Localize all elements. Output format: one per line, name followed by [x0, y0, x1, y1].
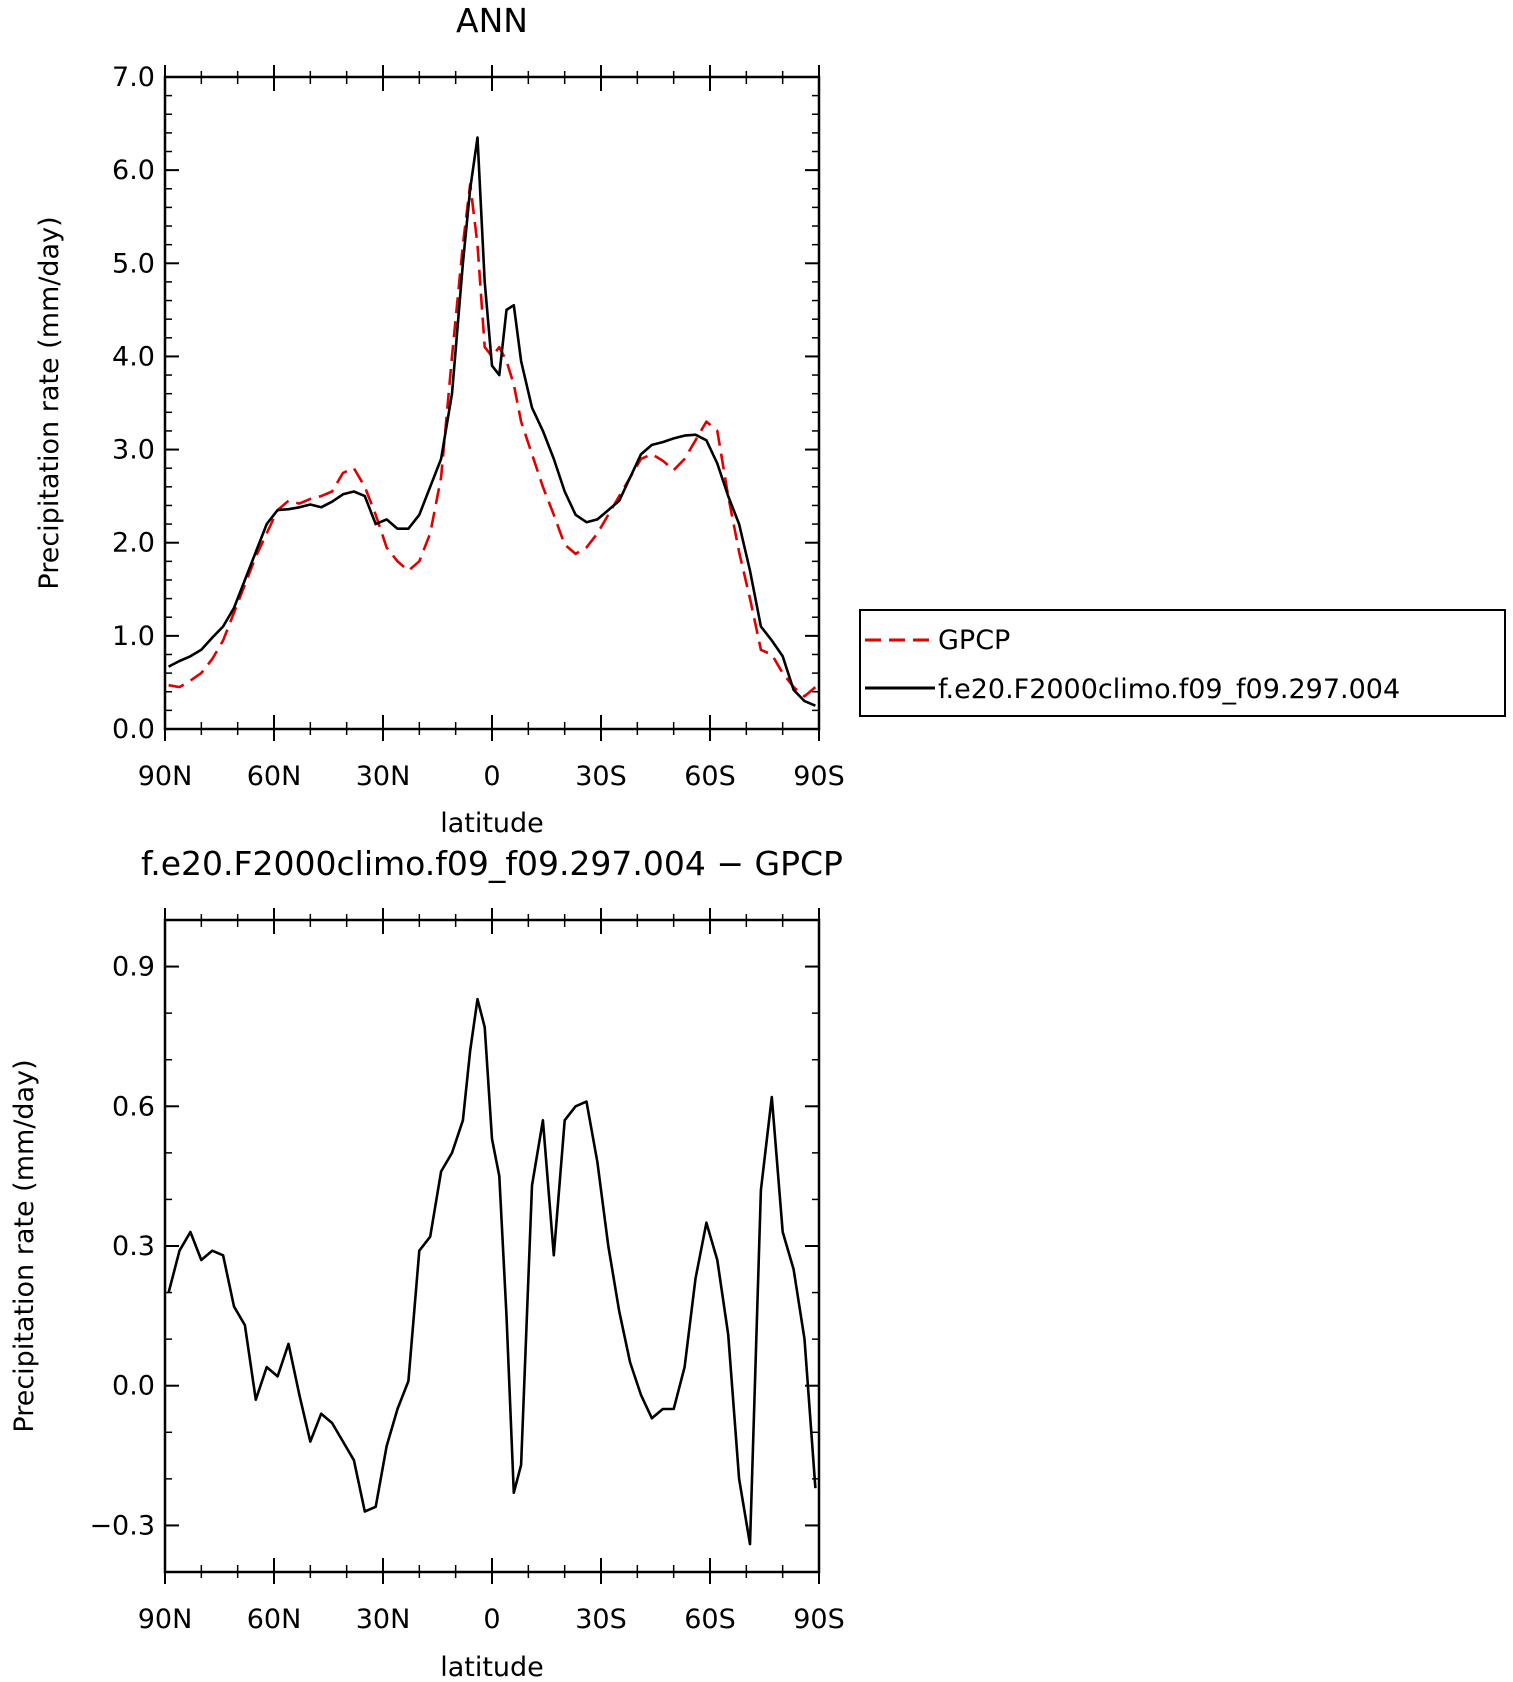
x-tick-label: 30S [575, 1604, 627, 1635]
y-tick-label: 1.0 [112, 621, 155, 652]
x-tick-label: 60N [247, 761, 302, 792]
x-tick-label: 60S [684, 1604, 736, 1635]
y-tick-label: 6.0 [112, 155, 155, 186]
y-tick-label: 0.6 [112, 1091, 155, 1122]
bottom-chart-title: f.e20.F2000climo.f09_f09.297.004 − GPCP [141, 844, 843, 883]
x-tick-label: 30N [356, 1604, 411, 1635]
x-tick-label: 30S [575, 761, 627, 792]
y-tick-label: 0.3 [112, 1231, 155, 1262]
top-x-ticks: 90N 60N 30N 0 30S 60S 90S [138, 65, 845, 792]
series-line-gpcp [168, 182, 817, 698]
legend-label-model: f.e20.F2000climo.f09_f09.297.004 [938, 674, 1400, 705]
x-tick-label: 60S [684, 761, 736, 792]
top-x-axis-label: latitude [440, 808, 544, 839]
top-y-ticks: 0.0 1.0 2.0 3.0 4.0 5.0 6.0 7.0 [112, 62, 819, 745]
y-tick-label: 0.0 [112, 1371, 155, 1402]
legend-box [859, 609, 1506, 717]
bottom-chart: f.e20.F2000climo.f09_f09.297.004 − GPCP … [9, 844, 845, 1682]
series-line-difference [167, 997, 817, 1546]
x-tick-label: 0 [483, 761, 500, 792]
bottom-x-axis-label: latitude [440, 1652, 544, 1682]
top-series [168, 136, 817, 707]
x-tick-label: 90N [138, 761, 193, 792]
y-tick-label: 0.9 [112, 952, 155, 983]
bottom-plot-frame [163, 918, 821, 1574]
y-tick-label: 0.0 [112, 714, 155, 745]
x-tick-label: 90S [793, 1604, 845, 1635]
x-tick-label: 90S [793, 761, 845, 792]
top-chart: ANN 0.0 1.0 2.0 3.0 4.0 5.0 6.0 7.0 90N 60N 30N 0 3… [34, 1, 1506, 839]
x-tick-label: 60N [247, 1604, 302, 1635]
y-tick-label: 2.0 [112, 528, 155, 559]
y-tick-label: 7.0 [112, 62, 155, 93]
x-tick-label: 0 [483, 1604, 500, 1635]
y-tick-label: 3.0 [112, 435, 155, 466]
bottom-series [167, 997, 817, 1546]
x-tick-label: 90N [138, 1604, 193, 1635]
y-tick-label: 5.0 [112, 248, 155, 279]
series-line-f-e20-f2000climo-f09-f09-297-004 [168, 136, 816, 707]
bottom-y-axis-label: Precipitation rate (mm/day) [9, 1059, 40, 1432]
top-chart-title: ANN [456, 1, 528, 40]
legend-label-gpcp: GPCP [938, 625, 1010, 656]
y-tick-label: 4.0 [112, 341, 155, 372]
y-tick-label: −0.3 [89, 1510, 155, 1541]
x-tick-label: 30N [356, 761, 411, 792]
bottom-y-ticks: −0.3 0.0 0.3 0.6 0.9 [89, 919, 819, 1573]
top-y-axis-label: Precipitation rate (mm/day) [34, 216, 65, 589]
top-plot-frame [163, 75, 821, 731]
top-legend: GPCP f.e20.F2000climo.f09_f09.297.004 [859, 609, 1506, 717]
bottom-x-ticks: 90N 60N 30N 0 30S 60S 90S [138, 908, 845, 1635]
